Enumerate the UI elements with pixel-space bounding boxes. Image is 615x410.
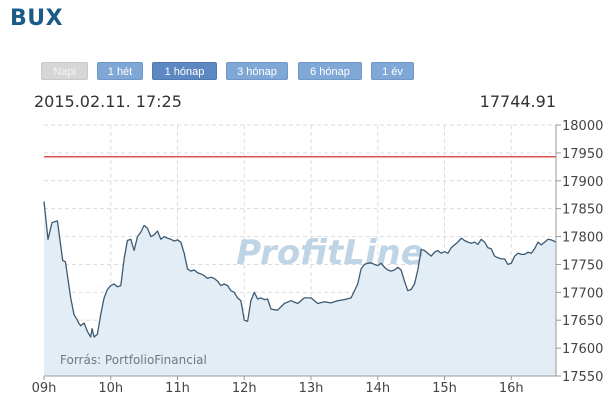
x-tick-label: 13h xyxy=(299,381,324,396)
range-button-5[interactable]: 6 hónap xyxy=(298,62,362,80)
y-tick-label: 17750 xyxy=(562,258,603,273)
x-tick-label: 10h xyxy=(98,381,123,396)
x-tick-label: 11h xyxy=(165,381,190,396)
area-fill xyxy=(44,201,556,376)
range-button-6[interactable]: 1 év xyxy=(371,62,414,80)
y-tick-label: 17600 xyxy=(562,342,603,357)
range-button-2[interactable]: 1 hét xyxy=(97,62,143,80)
x-tick-label: 12h xyxy=(232,381,257,396)
page-title: BUX xyxy=(10,6,64,31)
y-tick-label: 17950 xyxy=(562,147,603,162)
chart-current-value: 17744.91 xyxy=(479,92,556,111)
x-tick-label: 14h xyxy=(365,381,390,396)
range-button-3[interactable]: 1 hónap xyxy=(152,62,217,80)
x-tick-label: 16h xyxy=(499,381,524,396)
chart-datetime: 2015.02.11. 17:25 xyxy=(34,92,182,111)
y-tick-label: 17850 xyxy=(562,203,603,218)
y-tick-label: 17650 xyxy=(562,314,603,329)
y-tick-label: 17550 xyxy=(562,370,603,385)
y-tick-label: 17800 xyxy=(562,231,603,246)
y-tick-label: 17700 xyxy=(562,286,603,301)
range-button-4[interactable]: 3 hónap xyxy=(226,62,288,80)
range-button-1: Napi xyxy=(41,62,88,80)
y-tick-label: 18000 xyxy=(562,119,603,134)
x-tick-label: 09h xyxy=(32,381,57,396)
series-line xyxy=(43,201,557,338)
y-tick-label: 17900 xyxy=(562,175,603,190)
x-tick-label: 15h xyxy=(432,381,457,396)
source-label: Forrás: PortfolioFinancial xyxy=(60,353,207,367)
watermark-logo: ProfitLine xyxy=(236,233,424,273)
